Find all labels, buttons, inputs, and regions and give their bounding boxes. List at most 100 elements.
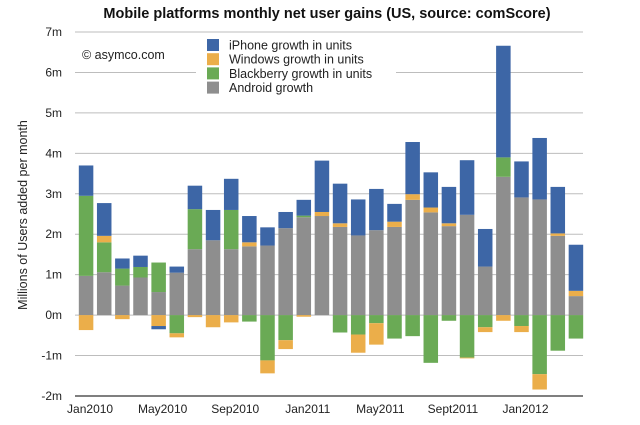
bar-windows-may2010 (151, 315, 166, 327)
watermark: © asymco.com (82, 48, 165, 62)
bar-iphone-apr2012 (568, 244, 584, 291)
bar-windows-sep2010 (223, 315, 239, 323)
bar-android-nov2011 (477, 266, 493, 316)
bar-android-jan2011 (296, 217, 312, 316)
bar-android-jan2012 (514, 197, 529, 316)
y-tick-label: 0m (45, 308, 62, 322)
bar-android-may2010 (151, 292, 166, 316)
bar-iphone-mar2011 (332, 183, 348, 224)
bar-blackberry-jun2010 (169, 315, 185, 334)
bar-iphone-may2011 (369, 188, 384, 231)
bar-iphone-oct2010 (242, 216, 257, 243)
bar-blackberry-jan2012 (514, 315, 529, 327)
legend-swatch (207, 53, 219, 66)
bar-windows-oct2010 (242, 242, 257, 247)
bar-windows-jan2010 (78, 315, 94, 331)
bar-android-dec2011 (496, 176, 511, 316)
bar-android-feb2011 (314, 216, 330, 316)
y-tick-label: 7m (45, 25, 62, 39)
bar-iphone-sep2010 (223, 178, 239, 210)
y-tick-label: 1m (45, 268, 62, 282)
chart-title: Mobile platforms monthly net user gains … (103, 6, 550, 22)
bar-iphone-mar2012 (550, 186, 566, 234)
bar-blackberry-jan2011 (296, 215, 312, 218)
legend-swatch (207, 67, 219, 80)
bar-windows-sept2011 (441, 223, 457, 227)
legend-label: iPhone growth in units (229, 39, 352, 53)
bar-blackberry-may2010 (151, 262, 166, 293)
bar-android-jun2011 (387, 226, 402, 316)
bar-android-apr2011 (350, 235, 366, 316)
bar-windows-apr2012 (568, 290, 584, 297)
bar-windows-apr2011 (350, 334, 366, 353)
bar-android-aug2011 (423, 212, 439, 316)
bar-blackberry-jul2010 (187, 209, 203, 250)
bar-blackberry-mar2011 (332, 315, 348, 333)
bar-iphone-apr2010 (133, 255, 148, 267)
bar-windows-dec2011 (496, 315, 511, 321)
bar-iphone-feb2012 (532, 137, 547, 200)
bar-blackberry-apr2011 (350, 315, 366, 335)
bar-blackberry-mar2010 (115, 268, 130, 286)
bar-iphone-dec2011 (496, 45, 511, 158)
bar-android-apr2012 (568, 296, 584, 316)
bar-iphone-dec2010 (278, 211, 293, 229)
bar-windows-jan2011 (296, 315, 312, 317)
bar-windows-may2011 (369, 323, 384, 345)
bar-iphone-mar2010 (115, 258, 130, 269)
bar-blackberry-sep2010 (223, 209, 239, 250)
bar-android-dec2010 (278, 228, 293, 316)
bar-android-mar2010 (115, 285, 130, 316)
y-tick-label: 2m (45, 227, 62, 241)
bar-blackberry-jun2011 (387, 315, 402, 339)
bars (78, 45, 584, 390)
y-axis-label: Millions of Users added per month (16, 120, 30, 310)
bar-blackberry-apr2012 (568, 315, 584, 339)
legend-label: Android growth (229, 81, 313, 95)
bar-windows-aug2010 (205, 315, 221, 328)
bar-blackberry-jul2011 (405, 315, 420, 337)
bar-blackberry-nov2010 (260, 315, 275, 361)
bar-iphone-aug2010 (205, 209, 221, 241)
bar-iphone-jun2011 (387, 203, 402, 222)
bar-iphone-jan2011 (296, 199, 312, 216)
bar-windows-mar2012 (550, 233, 566, 236)
bar-windows-jul2010 (187, 315, 203, 318)
bar-android-apr2010 (133, 277, 148, 316)
legend-label: Windows growth in units (229, 53, 364, 67)
bar-iphone-feb2010 (96, 203, 112, 236)
bar-blackberry-apr2010 (133, 266, 148, 278)
bar-iphone-sept2011 (441, 186, 457, 224)
bar-android-jul2011 (405, 199, 420, 316)
bar-windows-oct2011 (459, 357, 475, 359)
y-tick-label: 4m (45, 146, 62, 160)
bar-android-feb2010 (96, 272, 112, 316)
x-tick-label: Sep2010 (211, 402, 259, 416)
bar-blackberry-mar2012 (550, 315, 566, 351)
bar-iphone-nov2011 (477, 228, 493, 267)
bar-android-mar2011 (332, 226, 348, 316)
bar-iphone-aug2011 (423, 172, 439, 208)
bar-blackberry-aug2011 (423, 315, 439, 363)
bar-windows-nov2011 (477, 327, 493, 333)
bar-windows-jan2012 (514, 326, 529, 333)
bar-blackberry-feb2010 (96, 242, 112, 273)
bar-blackberry-feb2012 (532, 315, 547, 375)
bar-android-feb2012 (532, 199, 547, 316)
bar-windows-feb2011 (314, 211, 330, 217)
legend-swatch (207, 39, 219, 51)
x-tick-label: Sept2011 (428, 402, 479, 416)
bar-windows-dec2010 (278, 340, 293, 350)
bar-windows-mar2010 (115, 315, 130, 320)
bar-blackberry-jan2010 (78, 195, 94, 276)
bar-windows-feb2010 (96, 235, 112, 243)
bar-iphone-apr2011 (350, 199, 366, 236)
y-tick-label: 5m (45, 106, 62, 120)
bar-iphone-may2010 (151, 326, 166, 330)
x-tick-label: Jan2012 (502, 402, 548, 416)
bar-windows-feb2012 (532, 374, 547, 390)
bar-windows-jun2010 (169, 333, 185, 338)
y-tick-label: -1m (41, 349, 62, 363)
